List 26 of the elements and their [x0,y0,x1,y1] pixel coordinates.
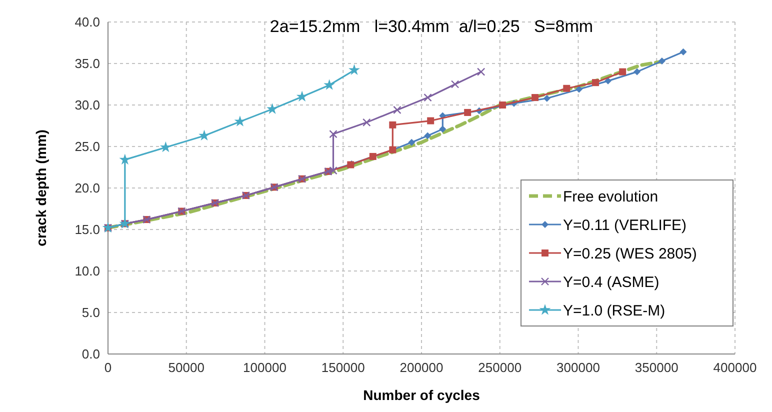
x-tick-label: 200000 [400,360,444,375]
x-tick-label: 350000 [634,360,678,375]
chart-title: 2a=15.2mm l=30.4mm a/l=0.25 S=8mm [270,16,594,36]
legend-label: Y=1.0 (RSE-M) [563,302,666,320]
legend-label: Y=0.4 (ASME) [563,274,660,291]
y-tick-label: 20.0 [74,180,100,196]
y-tick-label: 25.0 [74,139,100,154]
legend-label: Free evolution [563,188,658,206]
y-tick-label: 5.0 [82,305,100,320]
y-tick-label: 35.0 [74,56,100,72]
legend-label: Y=0.25 (WES 2805) [563,245,697,262]
y-tick-label: 0.0 [82,346,100,362]
x-tick-label: 0 [104,360,112,375]
x-tick-label: 50000 [168,360,204,375]
x-tick-label: 100000 [243,360,286,375]
y-tick-label: 15.0 [74,222,100,238]
x-tick-label: 250000 [478,360,522,375]
x-axis-title: Number of cycles [363,387,480,403]
y-axis-title: crack depth (mm) [33,130,49,246]
y-tick-label: 10.0 [74,264,100,279]
x-tick-label: 400000 [713,360,757,375]
y-tick-label: 30.0 [74,98,100,113]
y-tick-label: 40.0 [74,14,100,30]
x-tick-label: 150000 [321,360,365,375]
x-tick-label: 300000 [556,360,600,375]
legend-label: Y=0.11 (VERLIFE) [563,216,687,234]
